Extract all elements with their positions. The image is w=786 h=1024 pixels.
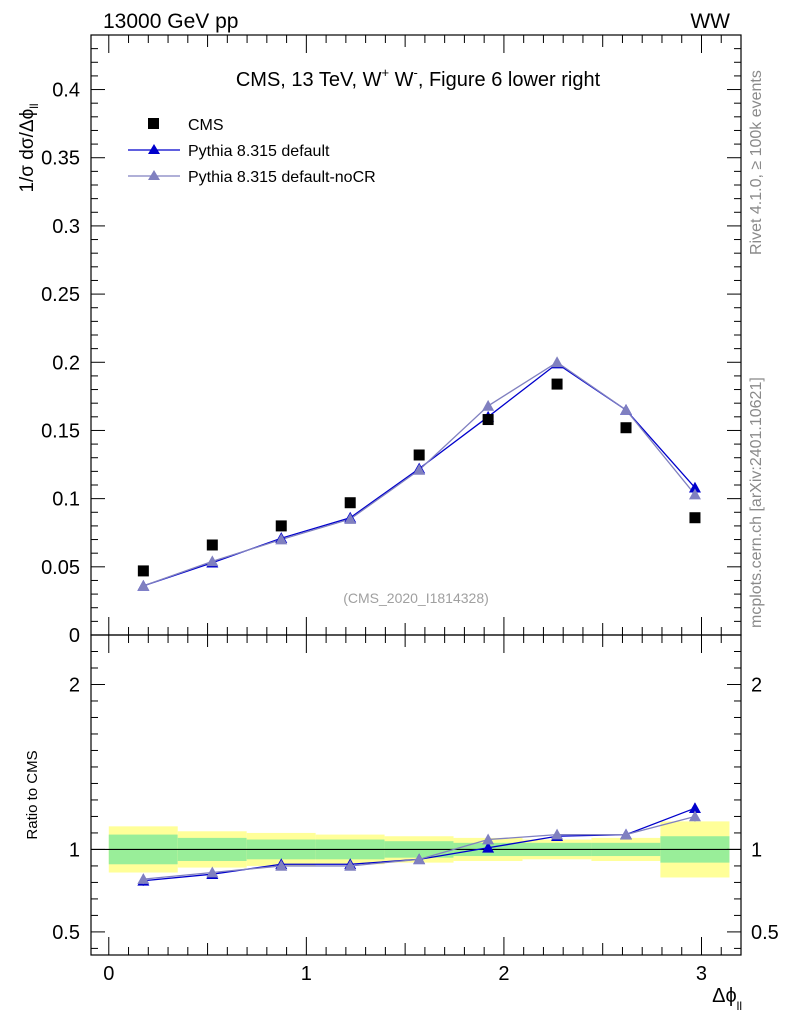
header-left: 13000 GeV pp	[103, 10, 238, 33]
ratio-y-tick-labels: 2 2 1 1 0.5 0.5	[52, 674, 779, 943]
main-panel: 0.4 0.35 0.3 0.25 0.2 0.15 0.1 0.05 0 CMS, 13 Te…	[17, 34, 742, 647]
ratio-point-nocr	[206, 866, 219, 878]
title-part-1: CMS, 13 TeV, W	[236, 69, 382, 91]
title-sup-2: -	[414, 65, 418, 80]
ratio-data	[137, 802, 701, 886]
ratio-point-default	[688, 802, 701, 813]
main-ytick-label: 0.3	[52, 216, 80, 238]
x-tick-labels: 0 1 2 3	[103, 963, 707, 985]
ratio-point-nocr	[275, 859, 288, 871]
main-ytick-label: 0.25	[41, 284, 80, 306]
mcplots-label: mcplots.cern.ch [arXiv:2401.10621]	[748, 377, 765, 628]
main-ylabel-text: 1/σ dσ/Δϕ	[17, 109, 38, 193]
ratio-panel: 2 2 1 1 0.5 0.5 0 1 2 3 Ratio to CMS Δϕll	[24, 634, 779, 1013]
main-point-nocr	[137, 579, 150, 591]
ratio-point-nocr	[137, 873, 150, 884]
ratio-point-nocr	[482, 833, 495, 845]
main-point-cms	[551, 378, 563, 390]
ratio-point-nocr	[344, 859, 357, 871]
ratio-ytick-label-left: 2	[69, 674, 80, 696]
main-point-nocr	[551, 356, 564, 368]
xlabel-sub: ll	[737, 999, 742, 1013]
legend-default-marker	[148, 144, 160, 154]
main-point-cms	[137, 565, 149, 577]
main-point-nocr	[482, 399, 495, 411]
ratio-y-ticks	[91, 650, 741, 949]
main-ytick-label: 0.15	[41, 420, 80, 442]
title-sup-1: +	[381, 65, 389, 80]
ratio-point-default	[482, 841, 495, 853]
legend-cms-marker	[148, 118, 159, 129]
main-point-cms	[206, 539, 218, 551]
main-point-nocr	[413, 464, 426, 475]
xlabel: Δϕll	[712, 985, 742, 1013]
main-ylabel-sub: ll	[27, 103, 41, 108]
main-point-cms	[689, 512, 701, 524]
main-point-default	[688, 481, 701, 493]
ratio-ytick-label-left: 1	[69, 839, 80, 861]
ratio-point-nocr	[620, 828, 633, 840]
main-x-ticks	[108, 35, 742, 635]
main-point-nocr	[275, 533, 288, 545]
main-ytick-label: 0.4	[52, 80, 80, 102]
main-point-cms	[344, 497, 356, 509]
xtick-label: 3	[696, 963, 707, 985]
xlabel-text: Δϕ	[712, 985, 737, 1007]
ratio-point-nocr	[688, 810, 701, 822]
chart-title: CMS, 13 TeV, W+ W-, Figure 6 lower right	[236, 65, 601, 91]
legend-default-label: Pythia 8.315 default	[188, 143, 330, 160]
xtick-label: 2	[498, 963, 509, 985]
main-ytick-label: 0.2	[52, 352, 80, 374]
title-part-3: , Figure 6 lower right	[418, 69, 601, 91]
ratio-frame	[90, 634, 742, 956]
main-point-cms	[482, 414, 494, 426]
ratio-ytick-label-right: 0.5	[751, 922, 779, 944]
ratio-ytick-label-left: 0.5	[52, 922, 80, 944]
main-point-nocr	[206, 555, 219, 567]
title-part-2: W	[389, 69, 414, 91]
xtick-label: 1	[301, 963, 312, 985]
legend-cms-label: CMS	[188, 117, 224, 134]
main-y-tick-labels: 0.4 0.35 0.3 0.25 0.2 0.15 0.1 0.05 0	[41, 80, 80, 647]
watermark: (CMS_2020_I1814328)	[343, 590, 489, 606]
legend-nocr-label: Pythia 8.315 default-noCR	[188, 169, 376, 186]
legend: CMS Pythia 8.315 default Pythia 8.315 de…	[128, 117, 376, 186]
main-y-ticks	[91, 34, 741, 636]
ratio-point-nocr	[551, 828, 564, 840]
main-point-cms	[620, 422, 632, 434]
main-data	[137, 356, 701, 591]
main-point-nocr	[620, 404, 633, 415]
rivet-label: Rivet 4.1.0, ≥ 100k events	[748, 70, 765, 255]
main-ytick-label: 0.35	[41, 148, 80, 170]
ratio-point-nocr	[413, 853, 426, 865]
main-ytick-label: 0.1	[52, 489, 80, 511]
main-point-cms	[413, 449, 425, 461]
xtick-label: 0	[103, 963, 114, 985]
legend-nocr-marker	[148, 170, 160, 180]
main-ytick-label: 0.05	[41, 557, 80, 579]
main-point-cms	[275, 520, 287, 532]
ratio-ytick-label-right: 2	[751, 674, 762, 696]
main-ytick-label: 0	[69, 625, 80, 647]
main-ylabel: 1/σ dσ/Δϕll	[17, 103, 41, 192]
ratio-x-ticks	[108, 635, 742, 955]
main-point-nocr	[688, 488, 701, 500]
ratio-ytick-label-right: 1	[751, 839, 762, 861]
ratio-ylabel: Ratio to CMS	[24, 750, 41, 839]
main-point-nocr	[344, 513, 357, 524]
header-right: WW	[690, 10, 730, 33]
